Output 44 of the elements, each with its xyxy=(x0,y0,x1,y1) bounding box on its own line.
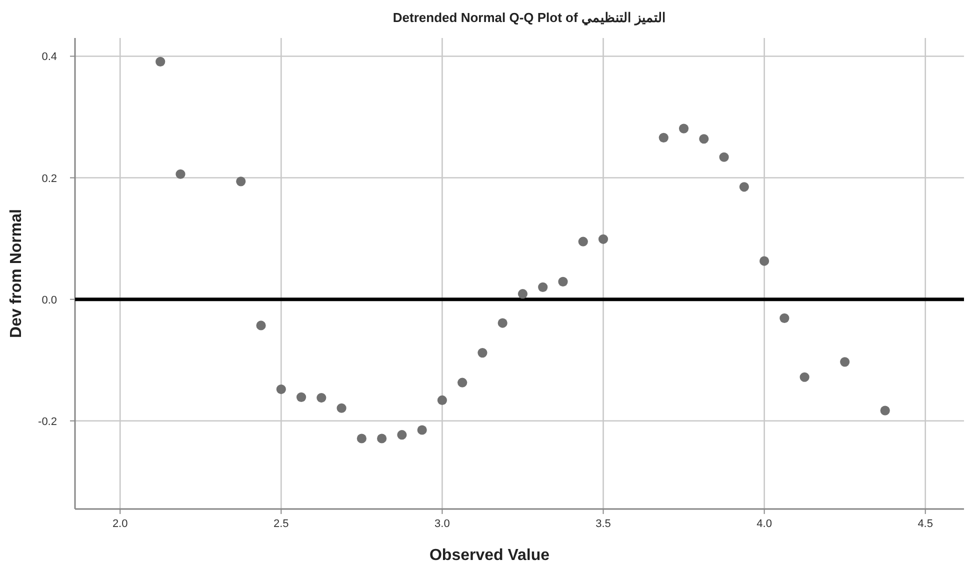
point xyxy=(780,313,790,323)
y-tick-label: 0.2 xyxy=(42,172,57,185)
point xyxy=(598,234,608,244)
point xyxy=(356,434,366,444)
point xyxy=(678,124,689,134)
point xyxy=(417,425,427,435)
point xyxy=(276,384,286,394)
point xyxy=(759,256,770,266)
chart-title: Detrended Normal Q-Q Plot of التميز التنظيمي xyxy=(392,10,666,26)
point xyxy=(397,430,407,440)
y-tick-label: -0.2 xyxy=(38,416,57,428)
point xyxy=(558,276,568,287)
point xyxy=(458,378,468,388)
point xyxy=(800,372,810,382)
point xyxy=(176,169,186,179)
point xyxy=(336,403,346,413)
point xyxy=(316,392,326,403)
point xyxy=(538,282,548,292)
x-tick-label: 2.5 xyxy=(273,518,289,530)
y-axis-title: Dev from Normal xyxy=(8,209,25,338)
point xyxy=(880,406,890,416)
point xyxy=(578,236,588,246)
point xyxy=(156,56,166,66)
point xyxy=(296,392,306,402)
point xyxy=(478,348,488,358)
y-tick-label: 0.4 xyxy=(42,51,57,64)
x-tick-label: 3.5 xyxy=(596,518,611,530)
y-tick-label: 0.0 xyxy=(42,294,57,306)
point xyxy=(377,434,387,444)
point xyxy=(719,152,729,162)
x-tick-label: 3.0 xyxy=(434,518,450,530)
point xyxy=(236,176,246,186)
point xyxy=(699,134,709,144)
x-axis-title: Observed Value xyxy=(429,547,550,564)
point xyxy=(437,395,447,406)
x-tick-label: 2.0 xyxy=(112,518,128,530)
point xyxy=(518,289,528,299)
point xyxy=(739,182,749,192)
x-tick-label: 4.0 xyxy=(756,518,772,530)
point xyxy=(256,320,266,330)
x-tick-label: 4.5 xyxy=(918,518,933,530)
point xyxy=(840,357,850,367)
point xyxy=(498,318,508,328)
point xyxy=(658,132,668,142)
